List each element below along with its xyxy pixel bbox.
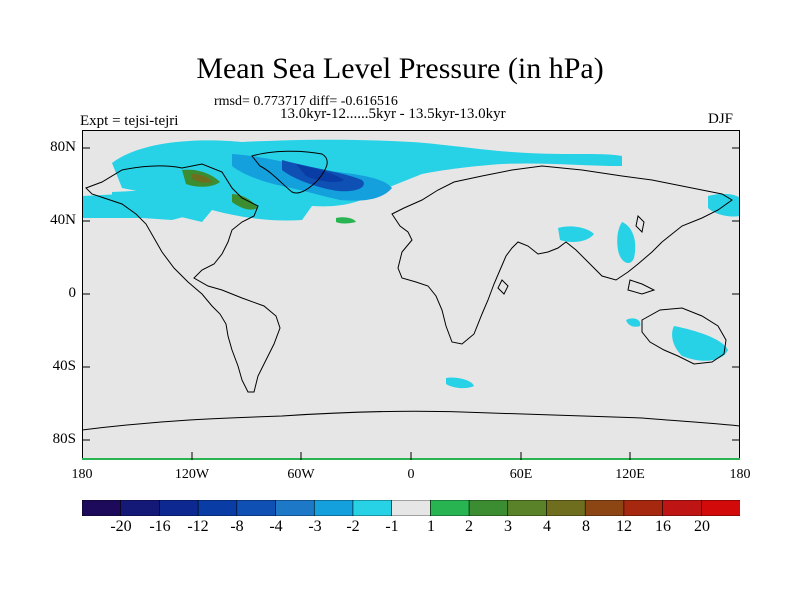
season-label: DJF bbox=[708, 111, 734, 127]
colorbar-swatch bbox=[391, 500, 431, 516]
colorbar-label: -2 bbox=[346, 518, 360, 535]
colorbar-swatch bbox=[546, 500, 586, 516]
colorbar-label: -3 bbox=[308, 518, 322, 535]
colorbar-swatch bbox=[275, 500, 315, 516]
australia-coast bbox=[641, 307, 727, 365]
y-tick-label: 40S bbox=[52, 358, 76, 374]
indian-low bbox=[626, 318, 641, 327]
period-text: 13.0kyr-12......5kyr - 13.5kyr-13.0kyr bbox=[280, 106, 506, 122]
atlantic-high bbox=[336, 217, 356, 224]
colorbar-label: -8 bbox=[230, 518, 244, 535]
colorbar-label: 12 bbox=[616, 518, 632, 535]
americas-coast bbox=[85, 163, 281, 393]
southern-ocean-low bbox=[446, 377, 474, 389]
colorbar-label: -4 bbox=[269, 518, 283, 535]
colorbar-label: -20 bbox=[110, 518, 132, 535]
colorbar-label: 4 bbox=[543, 518, 551, 535]
colorbar-label: 20 bbox=[694, 518, 710, 535]
coastlines bbox=[82, 150, 740, 431]
x-tick-label: 60E bbox=[509, 467, 533, 482]
colorbar-label: 16 bbox=[655, 518, 671, 535]
north-pacific-low bbox=[82, 194, 142, 218]
y-tick-label: 0 bbox=[68, 285, 77, 301]
colorbar-swatch bbox=[159, 500, 199, 516]
colorbar-swatch bbox=[468, 500, 509, 516]
canada-high-2 bbox=[232, 194, 258, 210]
colorbar-swatch bbox=[313, 500, 354, 516]
colorbar-swatch bbox=[700, 500, 740, 516]
colorbar-swatch bbox=[430, 500, 470, 516]
pressure-map bbox=[82, 130, 740, 460]
y-tick-label: 80S bbox=[52, 431, 76, 447]
x-tick-label: 120W bbox=[174, 467, 210, 482]
colorbar-swatch bbox=[507, 500, 548, 516]
eurasia-africa-coast bbox=[391, 165, 733, 345]
antarctica-coast bbox=[82, 410, 740, 431]
stats-text: rmsd= 0.773717 diff= -0.616516 bbox=[214, 94, 398, 109]
x-tick-label: 0 bbox=[407, 467, 415, 482]
madagascar-coast bbox=[497, 279, 509, 295]
colorbar-label: 3 bbox=[504, 518, 512, 535]
japan-coast bbox=[635, 214, 645, 234]
colorbar-swatch bbox=[236, 500, 277, 516]
axis-ticks bbox=[82, 147, 740, 460]
x-tick-label: 180 bbox=[71, 467, 93, 482]
colorbar-swatch bbox=[623, 500, 664, 516]
colorbar-label: -16 bbox=[149, 518, 171, 535]
asia-low-2 bbox=[617, 222, 636, 264]
greenland-coast bbox=[251, 150, 328, 194]
colorbar-swatch bbox=[662, 500, 702, 516]
experiment-label: Expt = tejsi-tejri bbox=[80, 113, 179, 129]
colorbar-label: -1 bbox=[385, 518, 399, 535]
x-tick-label: 180 bbox=[729, 467, 751, 482]
x-tick-label: 60W bbox=[287, 467, 315, 482]
asia-low-1 bbox=[558, 226, 594, 242]
y-tick-label: 40N bbox=[50, 212, 76, 228]
indonesia-coast bbox=[627, 279, 656, 295]
colorbar-swatch bbox=[352, 500, 393, 516]
figure-title: Mean Sea Level Pressure (in hPa) bbox=[196, 52, 604, 85]
australia-low bbox=[672, 326, 728, 361]
colorbar-label: 8 bbox=[582, 518, 590, 535]
colorbar-label: 2 bbox=[465, 518, 473, 535]
colorbar-swatch bbox=[82, 500, 122, 516]
y-tick-label: 80N bbox=[50, 139, 76, 155]
anomaly-fields bbox=[82, 139, 740, 389]
greenland-low-center bbox=[296, 164, 344, 183]
colorbar-swatch bbox=[120, 500, 161, 516]
colorbar-swatch bbox=[584, 500, 625, 516]
colorbar-label: -12 bbox=[187, 518, 209, 535]
x-tick-label: 120E bbox=[615, 467, 645, 482]
canada-high-core bbox=[192, 174, 212, 183]
colorbar bbox=[82, 500, 740, 516]
colorbar-label: 1 bbox=[427, 518, 435, 535]
colorbar-swatch bbox=[197, 500, 238, 516]
